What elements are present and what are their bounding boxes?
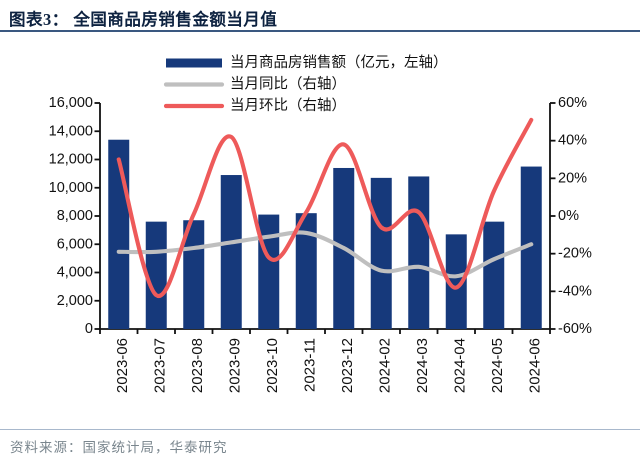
right-axis-tick-label: -40% [558,283,592,299]
left-axis-tick-label: 4,000 [57,265,93,281]
legend-label: 当月环比（右轴） [230,97,346,114]
right-axis-tick-label: 60% [558,95,587,111]
right-axis-tick-label: -20% [558,246,592,262]
x-axis-label: 2023-12 [339,338,356,393]
x-axis-label: 2024-04 [451,338,468,393]
legend-label: 当月同比（右轴） [230,76,346,93]
footer-divider [0,429,640,430]
x-axis-label: 2024-03 [414,338,431,393]
left-axis-tick-label: 8,000 [57,208,93,224]
x-axis-label: 2024-06 [526,338,543,393]
bar [483,221,505,329]
bar [445,234,467,329]
left-axis-tick-label: 0 [85,321,93,337]
figure-title: 图表3： 全国商品房销售金额当月值 [9,10,278,29]
legend-bar-marker [166,58,222,68]
bar [220,175,242,329]
left-axis-tick-label: 12,000 [49,152,93,168]
bar [258,214,280,329]
x-axis-label: 2023-10 [264,338,281,393]
yoy-line [116,230,534,279]
x-axis-label: 2024-02 [376,338,393,393]
right-axis-tick-label: 20% [558,170,587,186]
bar [108,139,130,329]
legend-label: 当月商品房销售额（亿元，左轴） [230,54,448,71]
x-axis-label: 2024-05 [489,338,506,393]
right-axis-tick-label: -60% [558,321,592,337]
left-axis-tick-label: 2,000 [57,293,93,309]
bar [408,176,430,329]
bar [370,177,392,329]
bar [145,221,167,329]
x-axis-label: 2023-06 [114,338,131,393]
chart-canvas: 0 2,000 4,000 6,000 8,000 10,000 12,000 14,000 1… [49,54,592,393]
right-axis-tick-label: 40% [558,133,587,149]
bar [295,213,317,329]
x-axis-label: 2023-11 [301,338,318,392]
mom-line [116,117,534,298]
right-axis-tick-label: 0% [558,208,579,224]
left-axis-tick-label: 6,000 [57,236,93,252]
x-axis-label: 2023-08 [189,338,206,393]
left-axis-tick-label: 16,000 [49,95,93,111]
bar [520,166,542,329]
x-axis-label: 2023-09 [226,338,243,393]
source-note: 资料来源：国家统计局，华泰研究 [10,440,228,455]
left-axis-tick-label: 14,000 [49,123,93,139]
x-axis-label: 2023-07 [151,338,168,393]
title-divider [0,30,640,32]
left-axis-tick-label: 10,000 [49,180,93,196]
